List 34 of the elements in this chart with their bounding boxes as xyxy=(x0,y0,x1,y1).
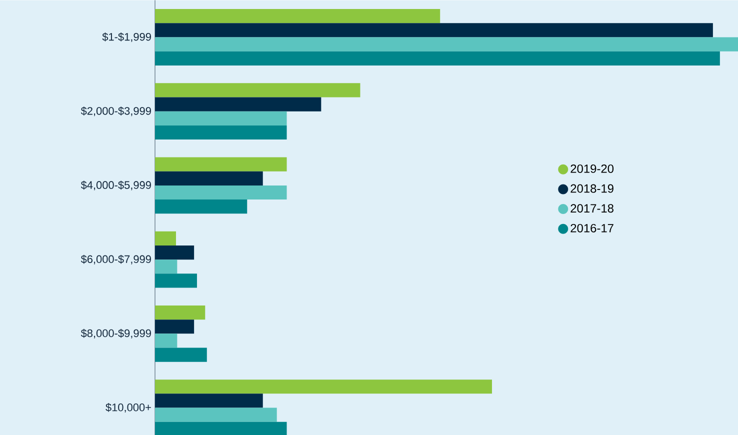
bar xyxy=(155,51,720,66)
bar xyxy=(155,273,197,288)
y-tick-label: $6,000-$7,999 xyxy=(80,254,151,264)
legend-label: 2018-19 xyxy=(570,184,614,193)
bar xyxy=(155,245,194,260)
bar xyxy=(155,422,287,435)
bar xyxy=(155,231,176,246)
y-tick-label: $10,000+ xyxy=(106,402,151,412)
y-tick-label: $2,000-$3,999 xyxy=(80,106,151,116)
bar xyxy=(155,185,287,200)
legend-label: 2017-18 xyxy=(570,204,614,212)
bar xyxy=(155,199,248,214)
bar xyxy=(155,8,440,23)
bar xyxy=(155,305,206,320)
legend-label: 2016-17 xyxy=(570,224,614,232)
legend-label: 2019-20 xyxy=(570,164,614,173)
y-tick-label: $4,000-$5,999 xyxy=(80,180,151,190)
bar xyxy=(155,408,277,422)
bar xyxy=(155,111,287,126)
bar xyxy=(155,37,738,52)
bar xyxy=(155,82,360,98)
bar xyxy=(155,348,207,362)
bar xyxy=(155,171,263,186)
bar xyxy=(155,22,713,38)
bar xyxy=(155,319,194,334)
bar xyxy=(155,97,322,112)
y-tick-label: $1-$1,999 xyxy=(102,32,151,42)
bar xyxy=(155,379,492,394)
bar xyxy=(155,259,178,274)
y-tick-label: $8,000-$9,999 xyxy=(80,328,151,338)
bar xyxy=(155,125,287,140)
bar xyxy=(155,333,178,348)
bar xyxy=(155,393,263,408)
bar xyxy=(155,157,287,172)
